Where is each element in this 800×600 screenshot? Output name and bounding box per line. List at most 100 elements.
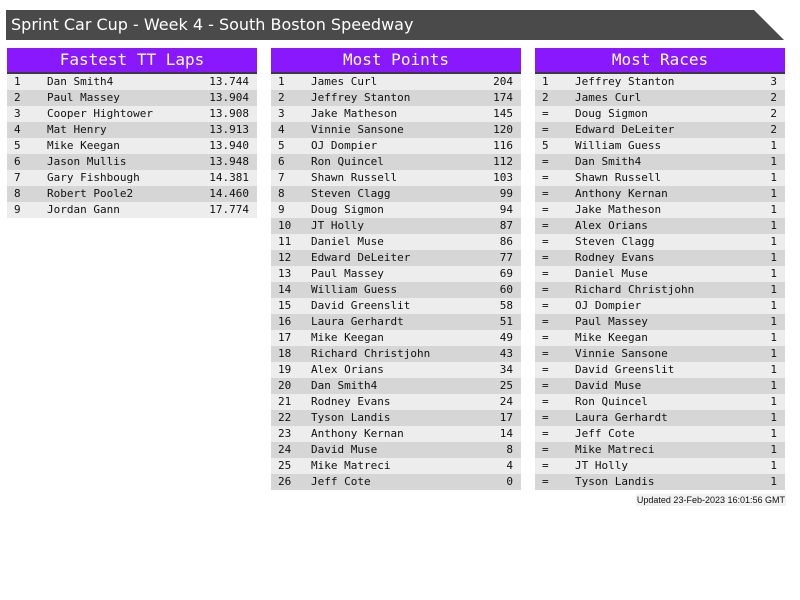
table-row: = Laura Gerhardt 1 <box>535 410 785 426</box>
value-cell: 86 <box>499 235 513 248</box>
name-cell: JT Holly <box>575 459 628 472</box>
panel-header: Most Points <box>271 48 521 74</box>
name-cell: Dan Smith4 <box>311 379 378 392</box>
name-cell: Rodney Evans <box>311 395 391 408</box>
most-races-panel: Most Races 1 Jeffrey Stanton 3 2 James Curl 2… <box>535 48 785 490</box>
rank-cell: 1 <box>278 75 285 88</box>
rank-cell: 5 <box>278 139 285 152</box>
table-row: = David Greenslit 1 <box>535 362 785 378</box>
value-cell: 103 <box>493 171 513 184</box>
name-cell: Shawn Russell <box>575 171 662 184</box>
table-row: 11 Daniel Muse 86 <box>271 234 521 250</box>
value-cell: 43 <box>499 347 513 360</box>
table-body: 1 Jeffrey Stanton 3 2 James Curl 2 = Doug Sigmo… <box>535 74 785 490</box>
value-cell: 112 <box>493 155 513 168</box>
value-cell: 13.913 <box>209 123 249 136</box>
value-cell: 99 <box>499 187 513 200</box>
table-row: = Doug Sigmon 2 <box>535 106 785 122</box>
name-cell: Jeffrey Stanton <box>311 91 411 104</box>
table-row: 15 David Greenslit 58 <box>271 298 521 314</box>
value-cell: 1 <box>770 411 777 424</box>
rank-cell: = <box>542 299 549 312</box>
rank-cell: 24 <box>278 443 292 456</box>
value-cell: 14 <box>499 427 513 440</box>
table-row: 2 Jeffrey Stanton 174 <box>271 90 521 106</box>
value-cell: 24 <box>499 395 513 408</box>
name-cell: Anthony Kernan <box>575 187 668 200</box>
name-cell: Vinnie Sansone <box>575 347 668 360</box>
value-cell: 1 <box>770 347 777 360</box>
value-cell: 4 <box>506 459 513 472</box>
rank-cell: = <box>542 427 549 440</box>
table-row: 19 Alex Orians 34 <box>271 362 521 378</box>
value-cell: 204 <box>493 75 513 88</box>
table-row: = OJ Dompier 1 <box>535 298 785 314</box>
name-cell: Doug Sigmon <box>575 107 648 120</box>
table-row: 4 Mat Henry 13.913 <box>7 122 257 138</box>
table-row: = Paul Massey 1 <box>535 314 785 330</box>
value-cell: 1 <box>770 395 777 408</box>
name-cell: Jordan Gann <box>47 203 120 216</box>
table-row: = Steven Clagg 1 <box>535 234 785 250</box>
table-row: = Shawn Russell 1 <box>535 170 785 186</box>
name-cell: Edward DeLeiter <box>575 123 675 136</box>
value-cell: 77 <box>499 251 513 264</box>
name-cell: Daniel Muse <box>575 267 648 280</box>
name-cell: Shawn Russell <box>311 171 398 184</box>
table-body: 1 James Curl 204 2 Jeffrey Stanton 174 3 Jake M… <box>271 74 521 490</box>
name-cell: Tyson Landis <box>311 411 391 424</box>
rank-cell: 19 <box>278 363 292 376</box>
value-cell: 2 <box>770 91 777 104</box>
value-cell: 120 <box>493 123 513 136</box>
value-cell: 49 <box>499 331 513 344</box>
table-row: 9 Jordan Gann 17.774 <box>7 202 257 218</box>
page-title: Sprint Car Cup - Week 4 - South Boston S… <box>6 10 784 40</box>
rank-cell: = <box>542 475 549 488</box>
rank-cell: = <box>542 219 549 232</box>
table-row: 12 Edward DeLeiter 77 <box>271 250 521 266</box>
rank-cell: = <box>542 347 549 360</box>
table-row: = Mike Keegan 1 <box>535 330 785 346</box>
name-cell: Alex Orians <box>575 219 648 232</box>
name-cell: Cooper Hightower <box>47 107 153 120</box>
table-row: 5 OJ Dompier 116 <box>271 138 521 154</box>
value-cell: 1 <box>770 379 777 392</box>
rank-cell: = <box>542 251 549 264</box>
rank-cell: 21 <box>278 395 292 408</box>
name-cell: JT Holly <box>311 219 364 232</box>
table-row: = Dan Smith4 1 <box>535 154 785 170</box>
value-cell: 1 <box>770 155 777 168</box>
table-row: 26 Jeff Cote 0 <box>271 474 521 490</box>
table-row: 17 Mike Keegan 49 <box>271 330 521 346</box>
rank-cell: = <box>542 203 549 216</box>
table-row: 3 Cooper Hightower 13.908 <box>7 106 257 122</box>
most-points-panel: Most Points 1 James Curl 204 2 Jeffrey Stant… <box>271 48 521 490</box>
fastest-tt-laps-panel: Fastest TT Laps 1 Dan Smith4 13.744 2 Paul M… <box>7 48 257 218</box>
name-cell: James Curl <box>575 91 642 104</box>
table-row: = Richard Christjohn 1 <box>535 282 785 298</box>
name-cell: Laura Gerhardt <box>311 315 404 328</box>
value-cell: 17.774 <box>209 203 249 216</box>
name-cell: Gary Fishbough <box>47 171 140 184</box>
name-cell: Jason Mullis <box>47 155 127 168</box>
value-cell: 8 <box>506 443 513 456</box>
table-row: 22 Tyson Landis 17 <box>271 410 521 426</box>
name-cell: Richard Christjohn <box>575 283 695 296</box>
name-cell: James Curl <box>311 75 378 88</box>
table-row: 4 Vinnie Sansone 120 <box>271 122 521 138</box>
rank-cell: = <box>542 171 549 184</box>
rank-cell: 13 <box>278 267 292 280</box>
value-cell: 1 <box>770 315 777 328</box>
rank-cell: 20 <box>278 379 292 392</box>
value-cell: 1 <box>770 187 777 200</box>
table-row: 6 Jason Mullis 13.948 <box>7 154 257 170</box>
table-row: 20 Dan Smith4 25 <box>271 378 521 394</box>
rank-cell: = <box>542 395 549 408</box>
value-cell: 13.948 <box>209 155 249 168</box>
table-row: = Tyson Landis 1 <box>535 474 785 490</box>
name-cell: Jake Matheson <box>575 203 662 216</box>
rank-cell: 11 <box>278 235 292 248</box>
rank-cell: 3 <box>278 107 285 120</box>
name-cell: Mike Keegan <box>311 331 384 344</box>
table-row: = Alex Orians 1 <box>535 218 785 234</box>
